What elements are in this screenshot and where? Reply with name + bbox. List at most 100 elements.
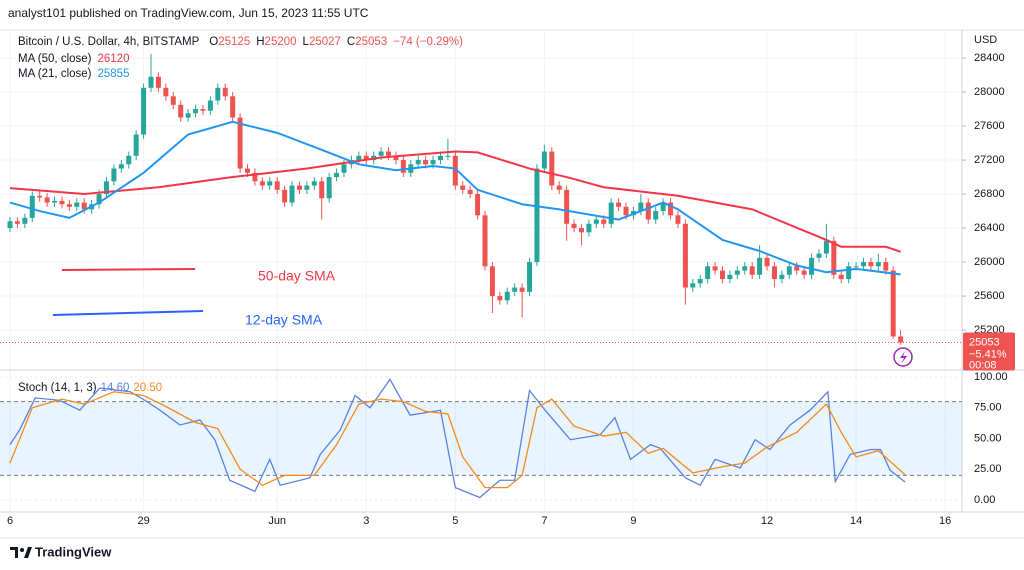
candle-body: [534, 168, 540, 263]
grid: [0, 30, 962, 512]
candle-body: [475, 194, 481, 216]
candle-body: [749, 266, 755, 275]
ohlc-value: 25200: [265, 36, 297, 48]
candle-body: [437, 155, 443, 161]
symbol-legend: Bitcoin / U.S. Dollar, 4h, BITSTAMP O2512…: [18, 36, 463, 48]
candle-body: [519, 287, 525, 292]
ma-name: MA (50, close): [18, 53, 92, 65]
ohlc-label: C: [347, 36, 355, 48]
candle-body: [779, 274, 785, 280]
candle-body: [638, 202, 644, 212]
candle-body: [267, 181, 273, 186]
ma-value: 25855: [98, 68, 130, 80]
candle-body: [786, 266, 792, 275]
x-tick-label: 12: [761, 515, 773, 527]
y-tick-label: 26000: [974, 256, 1005, 268]
candle-body: [222, 87, 228, 97]
candle-body: [296, 185, 302, 190]
candle-body: [259, 181, 265, 186]
ma-name: MA (21, close): [18, 68, 92, 80]
candle-body: [868, 262, 874, 267]
candle-body: [103, 181, 109, 195]
candle-body: [556, 185, 562, 190]
candle-body: [207, 100, 213, 111]
y-tick-label: 25.00: [974, 463, 1002, 475]
logo-part: [24, 547, 32, 558]
ohlc-value: 25053: [355, 36, 387, 48]
candle-body: [133, 134, 139, 156]
candle-body: [200, 109, 206, 111]
symbol-title: Bitcoin / U.S. Dollar, 4h, BITSTAMP: [18, 36, 200, 48]
candle-body: [363, 155, 369, 161]
candle-body: [578, 228, 584, 233]
candle-body: [111, 168, 117, 182]
x-tick-label: 9: [630, 515, 636, 527]
candle-body: [504, 291, 510, 301]
moving-average: [9, 150, 901, 253]
candle-body: [14, 221, 20, 224]
candle-body: [126, 155, 132, 165]
currency: USD: [974, 34, 997, 46]
candle-body: [527, 262, 533, 292]
ohlc-label: H: [256, 36, 264, 48]
annotation-line-blue: [52, 310, 204, 316]
ma-value: 26120: [98, 53, 130, 65]
ma-legend: MA (50, close) 26120: [18, 53, 129, 65]
candle-body: [890, 270, 896, 337]
candle-body: [81, 202, 87, 210]
candle-body: [118, 164, 124, 169]
x-tick-label: 3: [363, 515, 369, 527]
publisher: analyst101 published on TradingView.com,…: [8, 6, 369, 20]
candle-body: [386, 151, 392, 156]
plot: 25200 25600 26000 26400 26800 27200 27600 28000…: [0, 36, 1015, 527]
logo-part: [20, 548, 24, 552]
candle-body: [319, 181, 325, 199]
candle-body: [831, 240, 837, 275]
ohlc-label: L: [303, 36, 310, 48]
countdown: 00:08: [969, 359, 997, 371]
candle-body: [608, 202, 614, 224]
brand: TradingView: [35, 544, 112, 559]
candle-body: [378, 151, 384, 156]
annotation: 50-day SMA: [258, 268, 336, 284]
candle-body: [823, 240, 829, 254]
candle-body: [682, 223, 688, 288]
candle-body: [846, 266, 852, 280]
candle-body: [415, 160, 421, 165]
candle-body: [44, 197, 50, 203]
footer-logo: [10, 547, 32, 558]
candle-body: [764, 257, 770, 267]
candle-body: [616, 202, 622, 207]
candle-body: [512, 287, 518, 292]
candle-body: [59, 200, 65, 205]
stoch-value: 14.60: [101, 382, 130, 394]
candle-body: [311, 181, 317, 186]
candle-body: [423, 160, 429, 165]
candle-body: [712, 266, 718, 271]
candle-body: [252, 172, 258, 182]
candle-body: [274, 181, 280, 190]
candle-body: [623, 206, 629, 216]
y-tick-label: 75.00: [974, 402, 1002, 414]
candle-body: [586, 223, 592, 233]
x-tick-label: 6: [7, 515, 13, 527]
y-tick-label: 28400: [974, 52, 1005, 64]
candle-body: [467, 189, 473, 195]
candle-body: [282, 189, 288, 203]
candle-body: [445, 155, 451, 157]
candle-body: [690, 283, 696, 288]
candle-body: [163, 87, 169, 97]
candle-body: [96, 194, 102, 205]
candle-body: [705, 266, 711, 280]
x-tick-label: 5: [452, 515, 458, 527]
change: −74 (−0.29%): [393, 36, 463, 48]
candle-body: [341, 164, 347, 173]
x-tick-label: 29: [137, 515, 149, 527]
y-tick-label: 26400: [974, 222, 1005, 234]
candle-body: [178, 104, 184, 118]
candle-body: [875, 262, 881, 267]
candle-body: [734, 270, 740, 275]
candle-body: [185, 113, 191, 118]
candle-body: [660, 202, 666, 212]
